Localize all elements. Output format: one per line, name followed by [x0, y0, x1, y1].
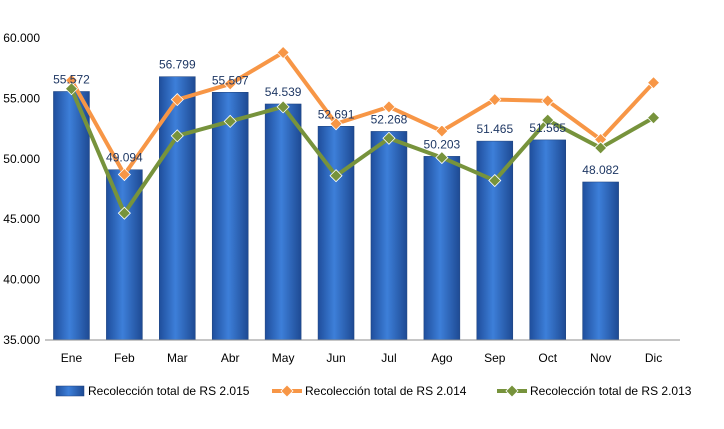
series-marker	[646, 111, 661, 125]
data-label: 48.082	[582, 163, 619, 177]
series-marker	[435, 124, 449, 138]
x-tick-label: Nov	[590, 351, 611, 365]
bar	[159, 76, 196, 341]
x-axis: Ene Feb Mar Abr May Jun Jul Ago Sep Oct Nov Dic	[45, 339, 680, 365]
y-axis: 35.000 40.000 45.000 50.000 55.000 60.000	[3, 31, 40, 347]
series-marker	[117, 206, 131, 220]
x-tick-label: Ene	[61, 351, 83, 365]
x-tick-label: Ago	[431, 351, 453, 365]
series-marker	[488, 173, 502, 188]
x-tick-label: Abr	[221, 351, 240, 365]
series-marker	[382, 100, 396, 114]
series-marker	[223, 114, 237, 128]
series-marker	[329, 169, 343, 183]
y-tick-label: 50.000	[3, 152, 40, 166]
series-marker	[382, 131, 396, 145]
series-marker	[646, 76, 661, 90]
y-tick-label: 55.000	[3, 91, 40, 105]
y-tick-label: 60.000	[3, 31, 40, 45]
series-marker	[64, 82, 79, 96]
bar	[211, 92, 249, 341]
series-marker	[541, 94, 555, 108]
series-marker	[117, 167, 131, 182]
series-marker	[276, 45, 290, 60]
data-label: 52.268	[371, 112, 408, 126]
bar	[264, 103, 302, 341]
series-marker	[435, 151, 449, 165]
data-label: 51.465	[476, 122, 513, 136]
legend: Recolección total de RS 2.015 Recolección…	[55, 384, 692, 398]
bar	[529, 139, 566, 341]
x-tick-label: Oct	[538, 351, 557, 365]
x-tick-label: Mar	[167, 351, 188, 365]
legend-label: Recolección total de RS 2.015	[88, 384, 250, 398]
data-label: 56.799	[159, 58, 196, 72]
bar	[582, 181, 619, 341]
legend-swatch-marker	[280, 384, 294, 398]
bar	[476, 140, 514, 341]
data-labels: 55.572 49.094 56.799 55.507 54.539 52.691 52.2…	[53, 58, 619, 177]
bar-series	[53, 76, 619, 341]
x-tick-label: Feb	[114, 351, 135, 365]
series-marker	[170, 93, 184, 107]
bar	[423, 156, 461, 341]
series-line	[69, 87, 655, 216]
x-tick-label: Dic	[645, 351, 662, 365]
y-tick-label: 45.000	[3, 212, 40, 226]
x-tick-label: Jun	[326, 351, 345, 365]
y-tick-label: 40.000	[3, 273, 40, 287]
legend-swatch-bar	[55, 385, 85, 397]
series-marker	[223, 77, 237, 91]
bar	[53, 91, 90, 341]
data-label: 49.094	[106, 151, 143, 165]
data-label: 55.572	[53, 72, 90, 86]
series-line	[69, 50, 656, 177]
legend-label: Recolección total de RS 2.014	[305, 384, 467, 398]
x-tick-label: May	[272, 351, 295, 365]
data-label: 52.691	[318, 107, 355, 121]
legend-label: Recolección total de RS 2.013	[530, 384, 692, 398]
line-series	[64, 45, 661, 220]
data-label: 55.507	[212, 73, 249, 87]
series-marker	[488, 93, 502, 107]
series-marker	[541, 113, 555, 127]
legend-swatch-marker	[505, 384, 519, 398]
series-marker	[594, 141, 608, 155]
y-tick-label: 35.000	[3, 333, 40, 347]
series-marker	[170, 129, 184, 143]
data-label: 51.565	[529, 121, 566, 135]
x-tick-label: Jul	[381, 351, 396, 365]
data-label: 54.539	[265, 85, 302, 99]
bar	[370, 131, 408, 341]
series-marker	[329, 117, 343, 131]
series-marker	[276, 100, 290, 114]
data-label: 50.203	[424, 137, 461, 151]
x-tick-label: Sep	[484, 351, 506, 365]
